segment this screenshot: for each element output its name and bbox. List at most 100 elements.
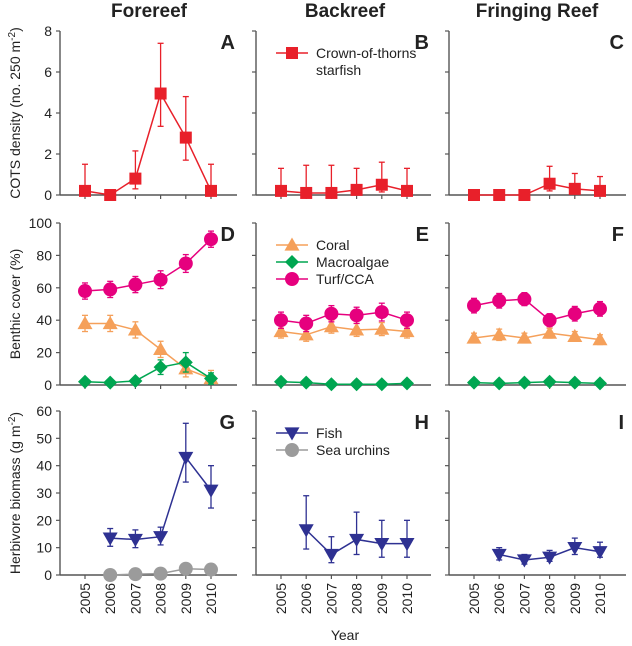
x-tick-label: 2006: [298, 583, 314, 614]
legend-entry-macro: Macroalgae: [276, 254, 389, 270]
data-point-turf: [178, 256, 193, 271]
data-point-turf: [299, 316, 314, 331]
x-tick-label: 2007: [323, 583, 339, 614]
series-coral: [466, 325, 608, 346]
panel-c: C: [445, 30, 626, 201]
x-tick-label: 2007: [516, 583, 532, 614]
panel-letter-h: H: [415, 412, 429, 434]
data-point-cots: [493, 189, 506, 201]
data-point-turf: [542, 313, 557, 328]
series-line-cots: [474, 182, 601, 196]
data-point-cots: [543, 177, 556, 190]
data-point-urchin: [178, 561, 193, 576]
x-tick-label: 2009: [374, 583, 390, 614]
data-point-cots: [568, 182, 581, 195]
data-point-macro: [78, 374, 92, 389]
series-line-coral: [85, 322, 212, 380]
data-point-fish: [178, 451, 194, 465]
y-tick-label: 0: [44, 187, 52, 203]
data-point-fish: [127, 533, 143, 547]
data-point-coral: [542, 325, 558, 339]
data-point-urchin: [128, 567, 143, 582]
legend-label: Turf/CCA: [316, 271, 374, 287]
y-tick-label: 40: [36, 312, 52, 328]
panel-i: 2005 2006 2007 2008 2009 2010 I: [445, 410, 626, 614]
legend-label: Sea urchins: [316, 442, 390, 458]
legend-label: Crown-of-thorns: [316, 45, 416, 61]
panel-letter-e: E: [416, 224, 429, 246]
panel-letter-f: F: [612, 224, 624, 246]
data-point-macro: [492, 376, 507, 391]
data-point-turf: [324, 306, 339, 321]
data-point-cots: [325, 186, 338, 199]
data-point-macro: [299, 375, 314, 390]
legend-label: Macroalgae: [316, 254, 389, 270]
data-point-fish: [323, 548, 339, 562]
panel-letter-d: D: [221, 224, 235, 246]
y-tick-label: 60: [36, 403, 52, 419]
panel-f: F: [445, 222, 626, 391]
data-point-macro: [153, 360, 168, 375]
data-point-turf: [467, 298, 481, 313]
legend-marker-fish: [284, 427, 300, 441]
data-point-turf: [78, 284, 92, 299]
x-tick-label: 2005: [273, 583, 289, 614]
series-macro: [78, 351, 218, 390]
x-tick-label: 2008: [349, 583, 365, 614]
data-point-fish: [567, 542, 583, 556]
y-tick-label: 100: [29, 215, 53, 231]
y-tick-label: 30: [36, 485, 52, 501]
data-point-turf: [517, 292, 532, 307]
legend-label-line2: starfish: [316, 62, 361, 78]
data-point-fish: [153, 531, 169, 545]
data-point-cots: [375, 178, 388, 191]
data-point-macro: [467, 375, 481, 390]
legend-label: Fish: [316, 425, 342, 441]
data-point-coral: [77, 315, 93, 330]
data-point-turf: [103, 282, 118, 297]
data-point-macro: [374, 377, 389, 392]
series-fish: [298, 495, 415, 564]
x-tick-label: 2010: [399, 583, 415, 614]
data-point-macro: [593, 376, 607, 391]
y-tick-label: 4: [44, 105, 52, 121]
legend-entry-coral: Coral: [276, 237, 349, 253]
data-point-cots: [79, 184, 91, 197]
legend-label: Coral: [316, 237, 349, 253]
y-tick-label: 20: [36, 512, 52, 528]
x-tick-label: 2008: [153, 583, 169, 614]
y-tick-label: 60: [36, 280, 52, 296]
data-point-cots: [275, 184, 287, 197]
data-point-cots: [468, 189, 480, 201]
series-coral: [273, 319, 415, 342]
data-point-cots: [300, 186, 313, 199]
y-tick-label: 20: [36, 345, 52, 361]
series-macro: [274, 374, 414, 392]
data-point-coral: [298, 327, 314, 341]
series-fish: [102, 422, 219, 549]
series-cots: [79, 42, 217, 201]
data-point-coral: [516, 330, 532, 344]
data-point-macro: [128, 373, 143, 388]
y-tick-label: 80: [36, 247, 52, 263]
x-tick-label: 2010: [203, 583, 219, 614]
panel-letter-b: B: [415, 32, 429, 54]
data-point-coral: [567, 328, 583, 343]
data-point-coral: [349, 322, 365, 336]
series-line-cots: [280, 183, 408, 194]
y-axis-label-cots: COTS density (no. 250 m-2): [7, 27, 24, 199]
data-point-cots: [179, 131, 192, 144]
data-point-coral: [153, 341, 169, 355]
y-axis-label-benthic: Benthic cover (%): [7, 249, 23, 359]
data-point-fish: [542, 551, 558, 565]
y-axis-label-herbivore: Herbivore biomass (g m-2): [7, 412, 24, 574]
data-point-coral: [127, 322, 143, 336]
data-point-fish: [203, 484, 219, 498]
y-tick-label: 0: [44, 567, 52, 583]
y-tick-label: 0: [44, 377, 52, 393]
data-point-turf: [349, 308, 364, 323]
